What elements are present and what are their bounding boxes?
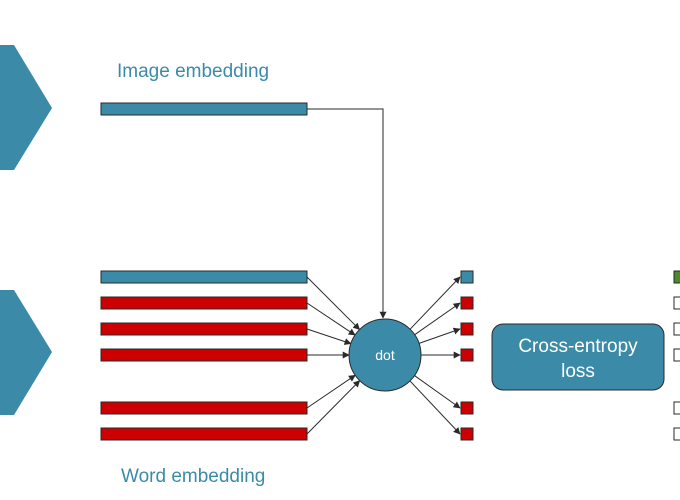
dot-to-output-arrows (409, 276, 461, 435)
image-embedding-label: Image embedding (117, 61, 269, 82)
word-embedding-bar-negative (100, 401, 308, 415)
dot-to-output-arrow (409, 380, 461, 435)
loss-label-line1: Cross-entropy (518, 336, 638, 357)
target-label-marker-zero (673, 296, 680, 310)
target-label-marker-zero (673, 401, 680, 415)
image-to-dot-arrow (307, 108, 387, 319)
word-embedding-bars (100, 270, 308, 441)
word-embedding-bar-negative (100, 348, 308, 362)
word-to-dot-arrow (306, 276, 361, 331)
dot-to-output-arrow (409, 276, 461, 330)
output-score-square-negative (460, 401, 474, 415)
output-score-square-negative (460, 427, 474, 441)
word-to-dot-arrows (306, 276, 361, 435)
output-score-square-positive (460, 270, 474, 284)
cross-entropy-loss-box (491, 323, 665, 391)
output-score-squares (460, 270, 474, 441)
word-embedding-label: Word embedding (121, 466, 265, 487)
word-to-dot-arrow (306, 374, 356, 409)
dot-to-output-arrow (414, 375, 461, 409)
word-to-dot-arrow (306, 302, 356, 336)
word-embedding-bar-negative (100, 427, 308, 441)
word-to-dot-arrow (306, 328, 352, 345)
dot-to-output-arrow (418, 327, 461, 344)
word-to-dot-arrow (306, 380, 361, 435)
target-label-marker-one (673, 270, 680, 284)
target-label-marker-zero (673, 322, 680, 336)
target-label-marker-zero (673, 348, 680, 362)
target-label-markers (673, 270, 680, 441)
word-encoder-shape (0, 290, 52, 415)
output-score-square-negative (460, 322, 474, 336)
image-embedding-bar (100, 102, 308, 116)
output-score-square-negative (460, 348, 474, 362)
loss-label-line2: loss (561, 361, 595, 382)
dot-label: dot (375, 347, 395, 363)
image-encoder-shape (0, 45, 52, 170)
target-label-marker-zero (673, 427, 680, 441)
dot-to-output-arrow (414, 302, 461, 336)
word-embedding-bar-positive (100, 270, 308, 284)
output-score-square-negative (460, 296, 474, 310)
word-embedding-bar-negative (100, 296, 308, 310)
word-embedding-bar-negative (100, 322, 308, 336)
